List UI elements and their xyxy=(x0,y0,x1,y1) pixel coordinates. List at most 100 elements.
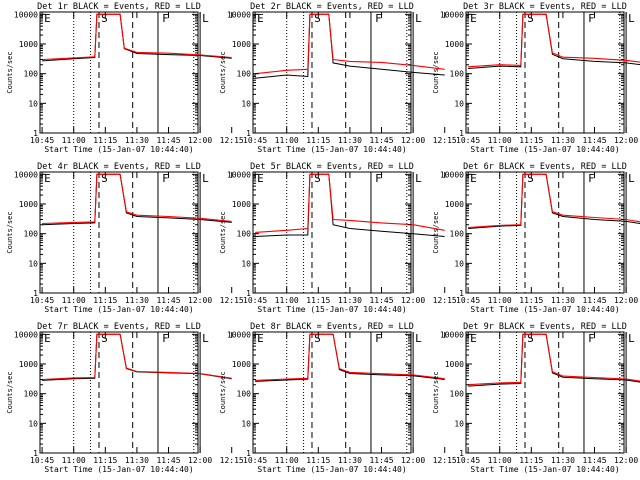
interval-letter: L xyxy=(202,332,209,345)
interval-letter: L xyxy=(202,172,209,185)
y-tick-label: 1000 xyxy=(445,40,464,49)
panel-title: Det 2r BLACK = Events, RED = LLD xyxy=(250,2,414,12)
x-tick-label: 11:45 xyxy=(582,456,606,465)
events-series-line xyxy=(468,13,640,69)
x-tick-label: 11:30 xyxy=(338,296,362,305)
y-axis-label: Counts/sec xyxy=(432,51,440,93)
panel-title: Det 9r BLACK = Events, RED = LLD xyxy=(463,322,627,332)
y-tick-label: 1 xyxy=(459,129,464,138)
x-tick-label: 11:45 xyxy=(156,456,180,465)
y-tick-label: 1 xyxy=(33,289,38,298)
x-tick-label: 11:30 xyxy=(551,456,575,465)
x-tick-label: 11:15 xyxy=(93,136,117,145)
x-tick-label: 12:00 xyxy=(188,456,212,465)
y-tick-label: 1000 xyxy=(445,200,464,209)
interval-letter: E xyxy=(44,332,51,345)
x-tick-label: 11:15 xyxy=(306,456,330,465)
x-tick-label: 12:00 xyxy=(614,456,638,465)
x-tick-label: 11:45 xyxy=(369,456,393,465)
y-axis-label: Counts/sec xyxy=(6,51,14,93)
x-tick-label: 10:45 xyxy=(456,136,480,145)
panel-title: Det 4r BLACK = Events, RED = LLD xyxy=(37,162,201,172)
x-tick-label: 12:00 xyxy=(614,296,638,305)
x-tick-label: 11:45 xyxy=(156,296,180,305)
y-axis-label: Counts/sec xyxy=(432,211,440,253)
interval-letter: E xyxy=(470,332,477,345)
y-tick-label: 1 xyxy=(33,449,38,458)
y-tick-label: 10000 xyxy=(227,10,251,19)
y-tick-label: 10 xyxy=(28,419,38,428)
x-tick-label: 11:45 xyxy=(156,136,180,145)
y-axis-label: Counts/sec xyxy=(6,371,14,413)
y-tick-label: 1000 xyxy=(232,40,251,49)
y-tick-label: 1 xyxy=(246,449,251,458)
x-tick-label: 11:15 xyxy=(93,296,117,305)
x-tick-label: 11:15 xyxy=(519,456,543,465)
x-tick-label: 11:00 xyxy=(275,136,299,145)
y-axis-label: Counts/sec xyxy=(432,371,440,413)
panel-title: Det 3r BLACK = Events, RED = LLD xyxy=(463,2,627,12)
x-tick-label: 11:15 xyxy=(93,456,117,465)
x-tick-label: 10:45 xyxy=(456,456,480,465)
x-tick-label: 12:00 xyxy=(401,456,425,465)
x-axis-label: Start Time (15-Jan-07 10:44:40) xyxy=(470,465,619,474)
lld-series-line xyxy=(42,333,232,381)
interval-letter: F xyxy=(588,12,595,25)
x-tick-label: 11:00 xyxy=(488,136,512,145)
y-tick-label: 10000 xyxy=(14,170,38,179)
interval-letter: L xyxy=(202,12,209,25)
x-tick-label: 12:15 xyxy=(433,296,457,305)
y-tick-label: 10 xyxy=(241,259,251,268)
lld-series-line xyxy=(468,13,640,68)
interval-letter: S xyxy=(314,12,321,25)
x-tick-label: 10:45 xyxy=(243,296,267,305)
y-tick-label: 10000 xyxy=(227,170,251,179)
x-tick-label: 11:00 xyxy=(488,296,512,305)
y-tick-label: 1 xyxy=(33,129,38,138)
x-tick-label: 11:00 xyxy=(62,296,86,305)
interval-letter: S xyxy=(527,172,534,185)
interval-letter: S xyxy=(527,12,534,25)
x-tick-label: 11:00 xyxy=(275,456,299,465)
x-tick-label: 12:00 xyxy=(614,136,638,145)
y-axis-label: Counts/sec xyxy=(6,211,14,253)
interval-letter: L xyxy=(415,332,422,345)
y-tick-label: 10000 xyxy=(14,10,38,19)
x-tick-label: 11:00 xyxy=(62,136,86,145)
plot-frame xyxy=(465,11,625,134)
x-axis-label: Start Time (15-Jan-07 10:44:40) xyxy=(44,145,193,154)
x-tick-label: 11:00 xyxy=(488,456,512,465)
lld-series-line xyxy=(468,173,640,229)
x-tick-label: 10:45 xyxy=(243,456,267,465)
x-tick-label: 10:45 xyxy=(30,136,54,145)
y-tick-label: 100 xyxy=(450,390,465,399)
interval-letter: E xyxy=(257,172,264,185)
interval-letter: L xyxy=(415,172,422,185)
x-tick-label: 11:30 xyxy=(125,296,149,305)
y-tick-label: 100 xyxy=(450,230,465,239)
y-axis-label: Counts/sec xyxy=(219,211,227,253)
panel-title: Det 1r BLACK = Events, RED = LLD xyxy=(37,2,201,12)
x-tick-label: 12:15 xyxy=(433,136,457,145)
x-tick-label: 12:00 xyxy=(401,136,425,145)
y-tick-label: 1 xyxy=(459,289,464,298)
y-axis-label: Counts/sec xyxy=(219,51,227,93)
x-tick-label: 11:30 xyxy=(551,136,575,145)
x-tick-label: 12:15 xyxy=(433,456,457,465)
plot-frame xyxy=(39,11,199,134)
y-tick-label: 1000 xyxy=(232,200,251,209)
x-tick-label: 11:30 xyxy=(125,456,149,465)
x-axis-label: Start Time (15-Jan-07 10:44:40) xyxy=(257,465,406,474)
lld-series-line xyxy=(255,173,445,233)
x-axis-label: Start Time (15-Jan-07 10:44:40) xyxy=(470,305,619,314)
events-series-line xyxy=(468,173,640,229)
x-tick-label: 11:45 xyxy=(369,136,393,145)
interval-letter: F xyxy=(588,172,595,185)
y-tick-label: 10 xyxy=(454,99,464,108)
x-tick-label: 11:30 xyxy=(338,456,362,465)
x-tick-label: 11:15 xyxy=(519,136,543,145)
